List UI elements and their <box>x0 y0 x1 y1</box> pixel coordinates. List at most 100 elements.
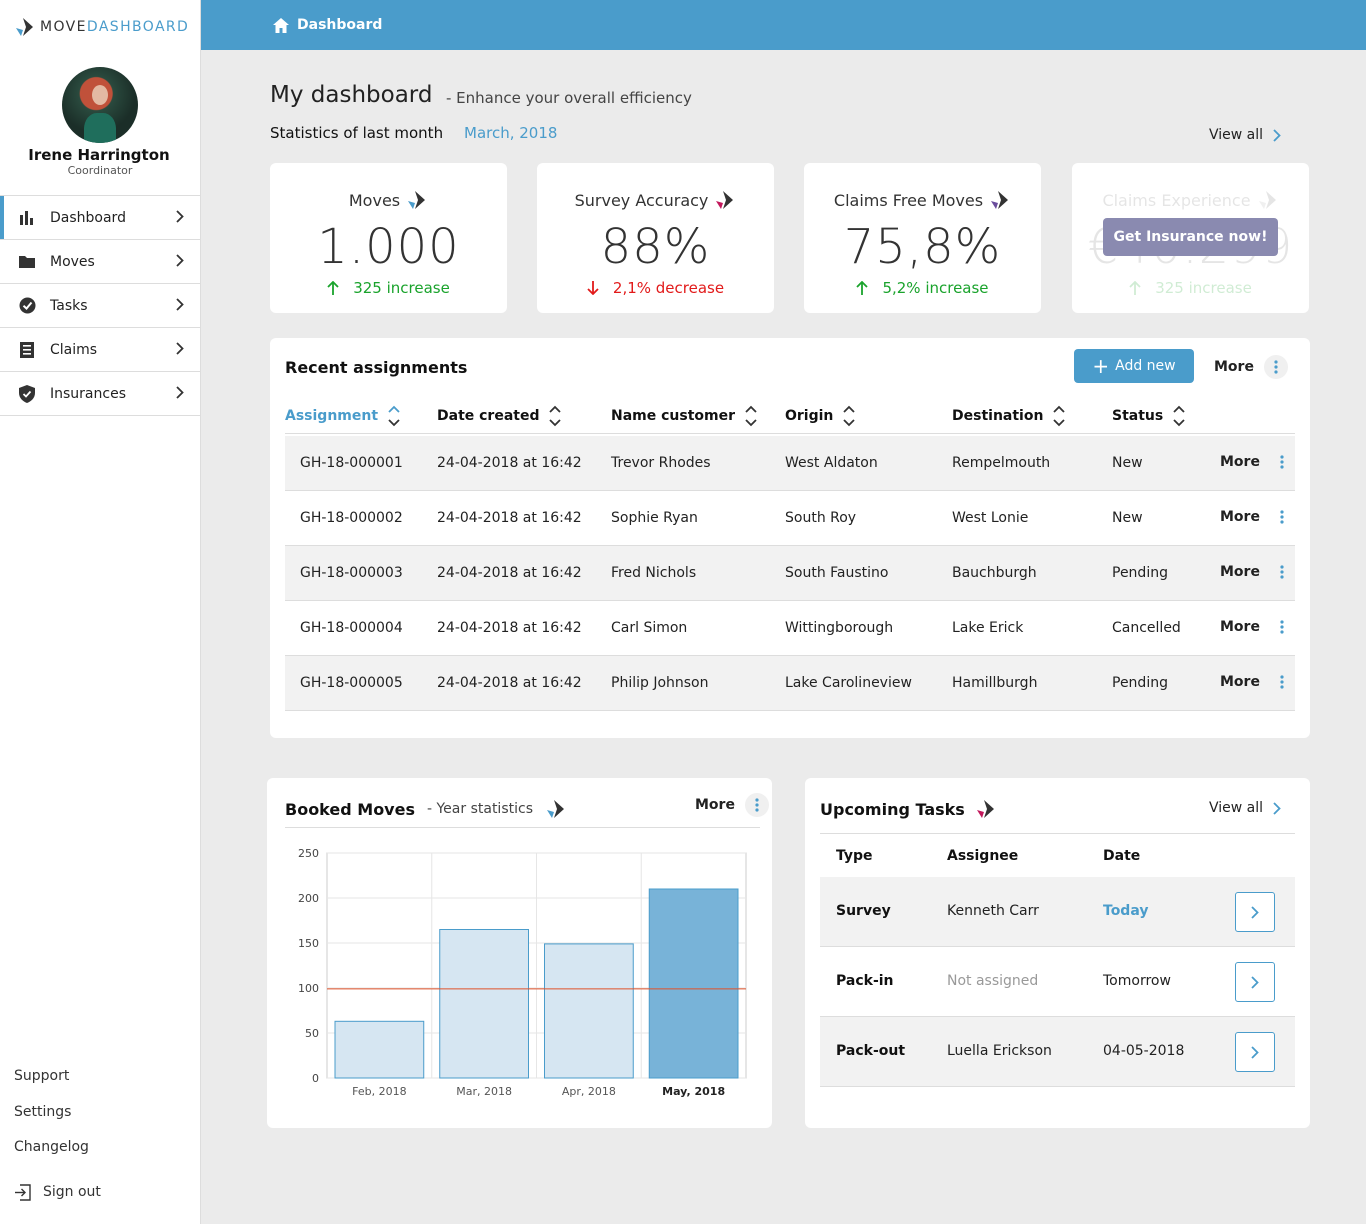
column-header-status[interactable]: Status <box>1112 404 1185 428</box>
cell-status: New <box>1112 510 1143 526</box>
sort-icon <box>745 405 757 427</box>
cell-assignment: GH-18-000001 <box>300 455 403 471</box>
settings-link[interactable]: Settings <box>14 1103 72 1120</box>
shield-check-icon <box>18 384 36 403</box>
open-task-button[interactable] <box>1235 1032 1275 1072</box>
table-row[interactable]: GH-18-000005 24-04-2018 at 16:42 Philip … <box>285 656 1295 711</box>
stat-card-moves[interactable]: Moves 1.000 325 increase <box>270 163 507 313</box>
row-more-button[interactable]: More <box>1220 670 1294 694</box>
footer-links: Support Settings Changelog Sign out <box>14 1068 101 1210</box>
open-task-button[interactable] <box>1235 892 1275 932</box>
stat-delta-text: 325 increase <box>1155 279 1252 297</box>
stat-delta: 325 increase <box>1072 279 1309 297</box>
cell-status: Cancelled <box>1112 620 1181 636</box>
stat-label-row: Claims Free Moves <box>804 189 1041 211</box>
support-link[interactable]: Support <box>14 1068 70 1084</box>
tasks-view-all-link[interactable]: View all <box>1209 800 1281 816</box>
row-more-button[interactable]: More <box>1220 615 1294 639</box>
stat-value: 88% <box>600 219 711 275</box>
sidebar-item-insurances[interactable]: Insurances <box>0 372 200 416</box>
table-row[interactable]: GH-18-000003 24-04-2018 at 16:42 Fred Ni… <box>285 546 1295 601</box>
stats-view-all-link[interactable]: View all <box>1209 127 1281 143</box>
cell-origin: Lake Carolineview <box>785 675 912 691</box>
chart-more-button[interactable]: More <box>695 793 769 817</box>
stat-card-survey-accuracy[interactable]: Survey Accuracy 88% 2,1% decrease <box>537 163 774 313</box>
cell-customer: Philip Johnson <box>611 675 709 691</box>
stat-label: Survey Accuracy <box>574 190 709 210</box>
chevron-right-icon <box>1251 975 1259 989</box>
panel-title: Upcoming Tasks <box>820 799 965 819</box>
column-label: Destination <box>952 408 1044 424</box>
divider <box>820 833 1295 834</box>
open-task-button[interactable] <box>1235 962 1275 1002</box>
stats-month[interactable]: March, 2018 <box>464 124 558 142</box>
brand-logo[interactable]: MOVE DASHBOARD <box>14 16 189 38</box>
sidebar-item-claims[interactable]: Claims <box>0 328 200 372</box>
more-label: More <box>1214 359 1254 375</box>
brand-arrow-icon <box>1258 191 1276 209</box>
panel-title: Recent assignments <box>285 358 468 377</box>
stat-delta-text: 5,2% increase <box>882 279 989 297</box>
task-date: Today <box>1103 903 1149 919</box>
cell-customer: Sophie Ryan <box>611 510 698 526</box>
cell-origin: Wittingborough <box>785 620 894 636</box>
more-menu-button[interactable]: More <box>1214 355 1288 379</box>
task-date: Tomorrow <box>1103 973 1171 989</box>
sort-icon <box>388 405 400 427</box>
x-tick-label: Apr, 2018 <box>562 1085 616 1098</box>
task-row[interactable]: Survey Kenneth Carr Today <box>820 877 1295 947</box>
sidebar-item-label: Insurances <box>50 385 126 402</box>
sidebar-item-dashboard[interactable]: Dashboard <box>0 196 200 240</box>
x-tick-label: Mar, 2018 <box>456 1085 512 1098</box>
brand-arrow-icon <box>546 800 564 818</box>
sort-icon <box>549 405 562 427</box>
task-row[interactable]: Pack-out Luella Erickson 04-05-2018 <box>820 1017 1295 1087</box>
sign-out-link[interactable]: Sign out <box>14 1175 101 1211</box>
task-row[interactable]: Pack-in Not assigned Tomorrow <box>820 947 1295 1017</box>
kebab-icon <box>1270 615 1294 639</box>
divider <box>285 827 760 828</box>
kebab-icon <box>1270 505 1294 529</box>
column-header-date-created[interactable]: Date created <box>437 404 562 428</box>
cell-date-created: 24-04-2018 at 16:42 <box>437 455 582 471</box>
cell-date-created: 24-04-2018 at 16:42 <box>437 675 582 691</box>
row-more-button[interactable]: More <box>1220 505 1294 529</box>
changelog-link[interactable]: Changelog <box>14 1139 89 1155</box>
cell-destination: Hamillburgh <box>952 675 1038 691</box>
breadcrumb[interactable]: Dashboard <box>297 17 383 33</box>
bar <box>334 1020 425 1079</box>
row-more-button[interactable]: More <box>1220 450 1294 474</box>
column-header-origin[interactable]: Origin <box>785 404 856 428</box>
sort-icon <box>1053 405 1066 427</box>
table-row[interactable]: GH-18-000001 24-04-2018 at 16:42 Trevor … <box>285 436 1295 491</box>
stat-value: 75,8% <box>843 219 1002 275</box>
cell-assignment: GH-18-000002 <box>300 510 403 526</box>
sidebar-item-tasks[interactable]: Tasks <box>0 284 200 328</box>
row-more-button[interactable]: More <box>1220 560 1294 584</box>
stat-card-claims-free-moves[interactable]: Claims Free Moves 75,8% 5,2% increase <box>804 163 1041 313</box>
column-header-destination[interactable]: Destination <box>952 404 1066 428</box>
task-type: Pack-in <box>836 973 894 989</box>
stat-label-row: Moves <box>270 189 507 211</box>
column-header-name-customer[interactable]: Name customer <box>611 404 757 428</box>
table-row[interactable]: GH-18-000002 24-04-2018 at 16:42 Sophie … <box>285 491 1295 546</box>
get-insurance-button[interactable]: Get Insurance now! <box>1103 218 1278 256</box>
column-header-assignment[interactable]: Assignment <box>285 404 400 428</box>
booked-moves-chart: 0 50 100 150 200 250 Feb, 2018 Mar, 2018 Apr, 20… <box>298 847 747 1098</box>
panel-title-row: Upcoming Tasks <box>820 798 997 820</box>
cell-customer: Trevor Rhodes <box>611 455 711 471</box>
cell-assignment: GH-18-000004 <box>300 620 403 636</box>
stats-label: Statistics of last month <box>270 124 444 142</box>
chevron-right-icon <box>176 210 184 223</box>
upcoming-tasks-panel: Upcoming Tasks View all Type Assignee Da… <box>805 778 1310 1128</box>
arrow-down-icon <box>587 281 599 295</box>
add-new-button[interactable]: + Add new <box>1074 349 1194 383</box>
sign-out-icon <box>15 1184 31 1201</box>
brand-arrow-icon <box>991 191 1009 209</box>
sidebar-item-moves[interactable]: Moves <box>0 240 200 284</box>
arrow-up-icon <box>327 281 339 295</box>
table-row[interactable]: GH-18-000004 24-04-2018 at 16:42 Carl Si… <box>285 601 1295 656</box>
home-icon[interactable] <box>273 17 289 33</box>
avatar[interactable] <box>62 67 138 143</box>
x-tick-label: Feb, 2018 <box>352 1085 406 1098</box>
